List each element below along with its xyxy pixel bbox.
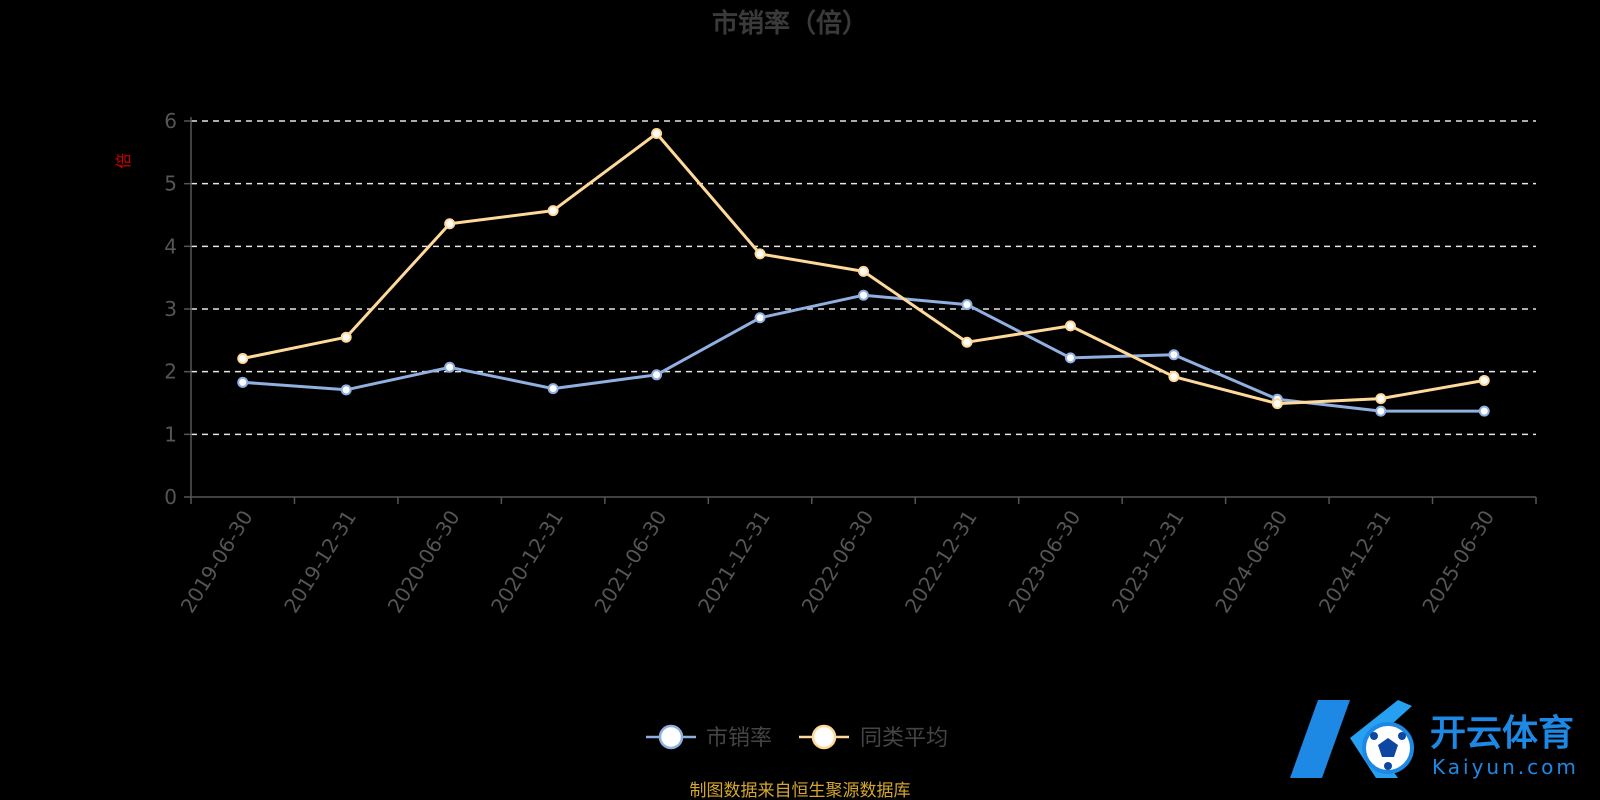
- data-point[interactable]: [444, 218, 456, 230]
- data-point[interactable]: [1375, 405, 1387, 417]
- brand-domain: Kaiyun.com: [1432, 755, 1579, 779]
- y-tick-label: 3: [164, 297, 177, 321]
- data-point[interactable]: [547, 383, 559, 395]
- data-point[interactable]: [340, 384, 352, 396]
- data-point[interactable]: [1375, 393, 1387, 405]
- chart-title: 市销率（倍）: [712, 8, 868, 39]
- data-point[interactable]: [961, 299, 973, 311]
- x-tick-label: 2023-06-30: [1003, 506, 1085, 617]
- grid-lines: [191, 120, 1536, 436]
- data-point[interactable]: [651, 369, 663, 381]
- y-tick-label: 1: [164, 422, 177, 446]
- legend-item-series-0[interactable]: 市销率: [646, 724, 772, 751]
- data-point[interactable]: [1168, 349, 1180, 361]
- y-tick-label: 0: [164, 485, 177, 509]
- x-tick-label: 2024-06-30: [1210, 506, 1292, 617]
- data-point[interactable]: [651, 128, 663, 140]
- data-point[interactable]: [237, 376, 249, 388]
- x-tick-label: 2020-06-30: [383, 506, 465, 617]
- data-point[interactable]: [961, 336, 973, 348]
- x-tick-label: 2022-06-30: [796, 506, 878, 617]
- legend[interactable]: 市销率 同类平均: [646, 724, 948, 751]
- brand-name: 开云体育: [1430, 713, 1574, 754]
- data-point[interactable]: [754, 312, 766, 324]
- axes: [190, 117, 1537, 504]
- data-point[interactable]: [1478, 374, 1490, 386]
- data-point[interactable]: [1478, 405, 1490, 417]
- x-tick-label: 2021-06-30: [590, 506, 672, 617]
- data-point[interactable]: [858, 289, 869, 301]
- y-tick-labels: 0 1 2 3 4 5 6: [164, 109, 191, 509]
- data-point[interactable]: [237, 353, 249, 365]
- legend-label: 同类平均: [860, 726, 948, 751]
- data-point[interactable]: [1064, 320, 1076, 332]
- data-point[interactable]: [1168, 371, 1180, 383]
- data-point[interactable]: [547, 205, 559, 217]
- series-line: [242, 293, 1485, 413]
- data-point[interactable]: [1271, 398, 1283, 410]
- brand-logo: 开云体育 Kaiyun.com: [1290, 700, 1579, 779]
- x-tick-label: 2025-06-30: [1417, 506, 1499, 617]
- data-point[interactable]: [1064, 352, 1076, 364]
- data-source-note: 制图数据来自恒生聚源数据库: [690, 781, 911, 800]
- y-axis-label: 倍: [114, 153, 133, 169]
- series-lines: [237, 128, 1490, 417]
- y-tick-label: 6: [164, 109, 177, 133]
- y-tick-label: 5: [164, 172, 177, 196]
- legend-label: 市销率: [706, 726, 772, 751]
- legend-item-series-1[interactable]: 同类平均: [799, 724, 948, 751]
- x-tick-label: 2020-12-31: [486, 506, 568, 617]
- x-tick-label: 2022-12-31: [900, 506, 982, 617]
- x-tick-label: 2021-12-31: [693, 506, 775, 617]
- kaiyun-logo-icon: [1290, 700, 1414, 778]
- x-tick-label: 2019-06-30: [176, 506, 258, 617]
- x-tick-label: 2019-12-31: [279, 506, 361, 617]
- series-1: [237, 128, 1490, 410]
- x-tick-label: 2024-12-31: [1314, 506, 1396, 617]
- data-point[interactable]: [754, 248, 766, 260]
- legend-marker-icon: [811, 724, 837, 750]
- legend-marker-icon: [658, 724, 684, 750]
- y-tick-label: 2: [164, 360, 177, 384]
- x-tick-label: 2023-12-31: [1107, 506, 1189, 617]
- y-tick-label: 4: [164, 234, 177, 258]
- data-point[interactable]: [444, 361, 456, 373]
- data-point[interactable]: [858, 265, 869, 277]
- x-tick-labels: 2019-06-30 2019-12-31 2020-06-30 2020-12-31…: [176, 506, 1499, 617]
- data-point[interactable]: [340, 331, 352, 343]
